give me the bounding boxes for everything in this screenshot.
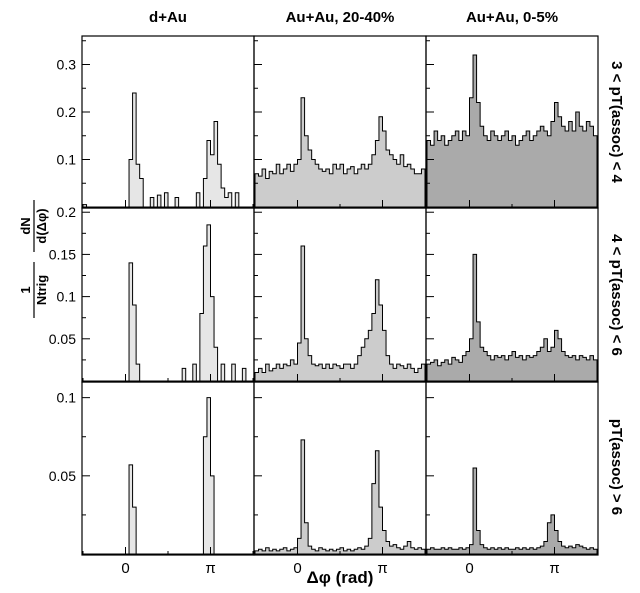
y-axis-label: 1 Ntrig dN d(Δφ) (18, 200, 49, 318)
row-label-pt-gt-6: pT(assoc) > 6 (608, 419, 625, 515)
y-axis-label-prefactor-num: 1 (18, 286, 33, 293)
histogram-row2-col2 (254, 245, 426, 382)
ytick-label-row2-2: 0.15 (49, 246, 76, 262)
histogram-row1-col3 (426, 54, 598, 208)
ytick-label-row3-1: 0.1 (57, 390, 77, 406)
histogram-row1-col1 (82, 92, 253, 208)
histogram-row1-col2 (254, 97, 426, 208)
y-axis-label-fraction-num: dN (18, 217, 33, 234)
y-axis-label-prefactor-den: Ntrig (34, 275, 49, 305)
panel-frame-row3-col2 (253, 381, 427, 556)
ytick-label-row2-3: 0.2 (57, 204, 77, 220)
xtick-label-col3-0: 0 (465, 560, 473, 577)
ytick-label-row2-0: 0.05 (49, 331, 76, 347)
panel-frame-row3-col1 (81, 381, 255, 556)
xtick-label-col1-0: 0 (121, 560, 129, 577)
xtick-label-col3-1: π (549, 560, 559, 577)
row-label-pt-3-4: 3 < pT(assoc) < 4 (608, 61, 625, 183)
y-axis-label-fraction-den: d(Δφ) (34, 208, 49, 243)
ytick-label-row3-0: 0.05 (49, 468, 76, 484)
column-title-dau: d+Au (149, 9, 187, 26)
row-label-pt-4-6: 4 < pT(assoc) < 6 (608, 234, 625, 356)
ytick-label-row1-0: 0.1 (57, 152, 77, 168)
panels-layer: 0.1 0.2 0.3 0.05 0.1 0.15 0.2 0.05 0.1 0 π 0 π 0 π (49, 35, 599, 577)
histogram-row2-col1 (83, 224, 253, 382)
column-title-auau-20-40: Au+Au, 20-40% (286, 9, 395, 26)
column-title-auau-0-5: Au+Au, 0-5% (466, 9, 558, 26)
histogram-row3-col2 (254, 439, 426, 555)
histogram-row2-col3 (426, 253, 598, 382)
xtick-label-col2-1: π (377, 560, 387, 577)
panel-frame-row3-col3 (425, 381, 599, 556)
panel-frame-row1-col1 (81, 35, 255, 209)
xtick-label-col2-0: 0 (293, 560, 301, 577)
ytick-label-row1-2: 0.3 (57, 57, 77, 73)
ytick-label-row2-1: 0.1 (57, 289, 77, 305)
panel-frame-row2-col1 (81, 207, 255, 383)
x-axis-label: Δφ (rad) (307, 568, 374, 587)
histogram-row3-col3 (426, 467, 598, 555)
xtick-label-col1-1: π (205, 560, 215, 577)
panel-frame-row2-col2 (253, 207, 427, 383)
histogram-row3-col1 (83, 397, 253, 555)
ytick-label-row1-1: 0.2 (57, 104, 77, 120)
